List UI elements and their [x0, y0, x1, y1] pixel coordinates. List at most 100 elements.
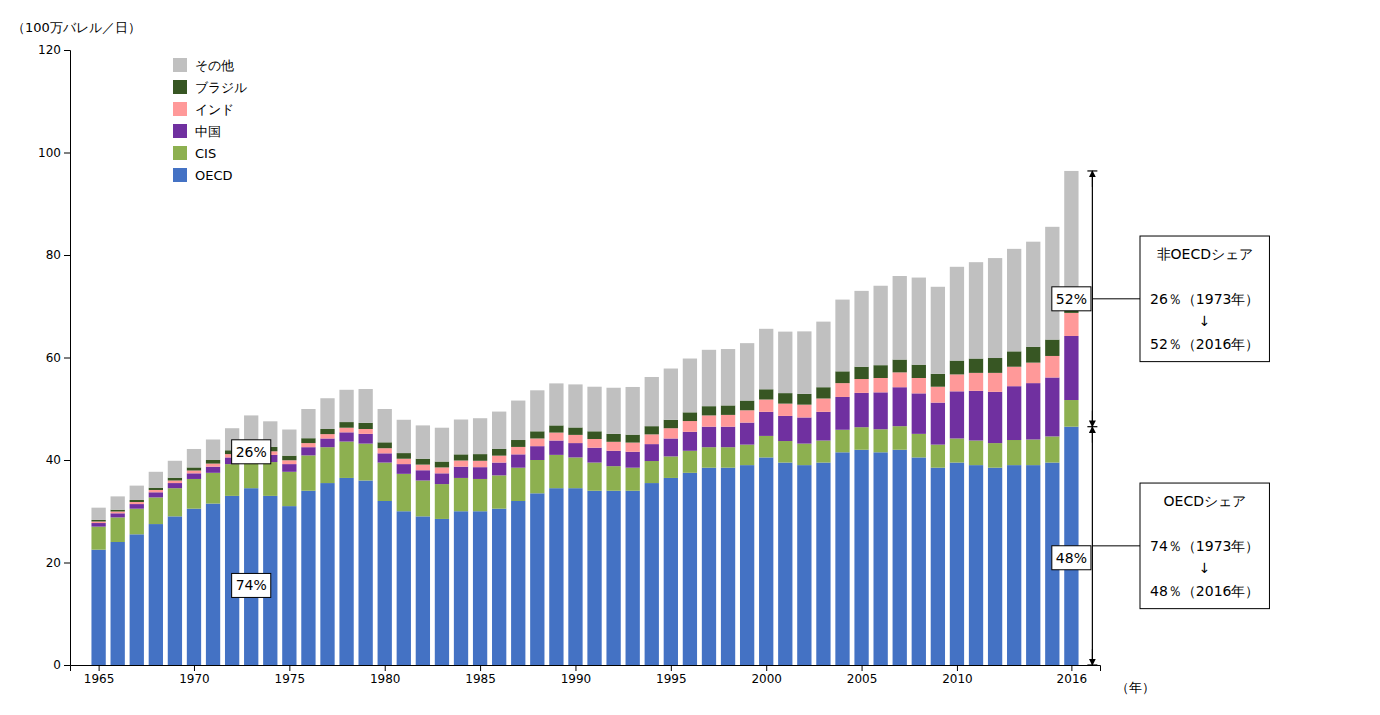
- bar: [358, 434, 372, 444]
- y-tick-label: 60: [46, 351, 61, 365]
- bar: [606, 451, 620, 466]
- bar: [683, 412, 697, 421]
- bar: [740, 401, 754, 411]
- bar: [530, 390, 544, 431]
- bar: [454, 461, 468, 467]
- bar: [797, 465, 811, 665]
- side-annotation-text: OECDシェア74％（1973年）↓48％（2016年）: [1150, 493, 1259, 599]
- x-axis: 1965197019751980198519901995200020052010…: [71, 665, 1101, 686]
- bar: [435, 519, 449, 665]
- y-tick-label: 80: [46, 248, 61, 262]
- bar: [721, 447, 735, 468]
- bar: [587, 439, 601, 448]
- bar: [206, 460, 220, 464]
- bar: [339, 442, 353, 478]
- bar: [168, 483, 182, 488]
- bar: [778, 404, 792, 416]
- x-tick-mark: [575, 665, 576, 671]
- bar: [492, 449, 506, 456]
- y-tick-label: 0: [53, 658, 61, 672]
- bar: [320, 447, 334, 483]
- x-tick: 1985: [465, 665, 496, 686]
- bar-series: [91, 336, 1078, 527]
- bar: [187, 479, 201, 509]
- bar: [969, 359, 983, 373]
- bar: [549, 383, 563, 425]
- bar: [301, 438, 315, 443]
- bar: [225, 464, 239, 496]
- bar: [111, 510, 125, 512]
- bar: [912, 278, 926, 365]
- bar: [358, 444, 372, 481]
- bar: [702, 406, 716, 415]
- y-tick-label: 40: [46, 453, 61, 467]
- bar: [111, 542, 125, 665]
- x-tick-mark: [194, 665, 195, 671]
- side-annotation-line: OECDシェア: [1164, 493, 1246, 509]
- bar: [606, 388, 620, 434]
- side-annotation: 非OECDシェア26％（1973年）↓52％（2016年）: [1140, 236, 1269, 362]
- bar: [1064, 336, 1078, 400]
- bar: [912, 434, 926, 458]
- bar: [511, 401, 525, 440]
- bar: [664, 438, 678, 456]
- bar: [549, 455, 563, 488]
- bar: [492, 412, 506, 449]
- legend-label: インド: [195, 102, 234, 117]
- bar: [111, 517, 125, 542]
- bar: [702, 350, 716, 406]
- bar: [339, 432, 353, 441]
- bar: [893, 426, 907, 450]
- y-tick-mark: [64, 563, 70, 564]
- bar: [931, 374, 945, 387]
- x-tick-label: 2000: [751, 672, 782, 686]
- side-connector: [1092, 298, 1140, 299]
- bar: [435, 467, 449, 473]
- bar: [893, 387, 907, 426]
- bar: [473, 454, 487, 461]
- bar: [854, 367, 868, 379]
- bar: [339, 478, 353, 665]
- bar: [778, 393, 792, 404]
- bar: [149, 488, 163, 490]
- x-tick-mark: [671, 665, 672, 671]
- bar: [473, 479, 487, 511]
- bar: [130, 534, 144, 665]
- y-axis-label: （100万バレル／日）: [12, 20, 141, 35]
- bar: [149, 492, 163, 497]
- bar: [606, 491, 620, 665]
- bar: [206, 473, 220, 504]
- bar-annotation-text: 52%: [1056, 291, 1087, 307]
- bar: [568, 427, 582, 434]
- bar: [931, 468, 945, 665]
- bar: [950, 438, 964, 462]
- bar: [759, 389, 773, 399]
- bar: [1064, 313, 1078, 336]
- bar: [1045, 340, 1059, 356]
- x-tick-label: 1985: [465, 672, 496, 686]
- bar: [988, 392, 1002, 443]
- bar: [587, 387, 601, 432]
- bar: [91, 508, 105, 520]
- bar: [378, 501, 392, 665]
- bar: [912, 378, 926, 393]
- bar: [301, 447, 315, 455]
- bar: [740, 445, 754, 466]
- bar-annotation: 26%: [232, 440, 271, 464]
- bar: [435, 428, 449, 462]
- legend-label: CIS: [195, 146, 216, 161]
- bar: [187, 473, 201, 479]
- x-tick: 1975: [275, 665, 306, 686]
- y-tick-label: 20: [46, 556, 61, 570]
- y-tick-mark: [64, 153, 70, 154]
- bar: [397, 474, 411, 511]
- side-annotation-text: 非OECDシェア26％（1973年）↓52％（2016年）: [1150, 246, 1259, 352]
- legend-label: ブラジル: [195, 80, 247, 95]
- bar-series: [91, 427, 1078, 665]
- bar: [320, 434, 334, 438]
- bar: [416, 481, 430, 517]
- bar: [454, 454, 468, 460]
- bar: [530, 438, 544, 446]
- bar: [1007, 367, 1021, 386]
- bar-annotation-text: 74%: [236, 577, 267, 593]
